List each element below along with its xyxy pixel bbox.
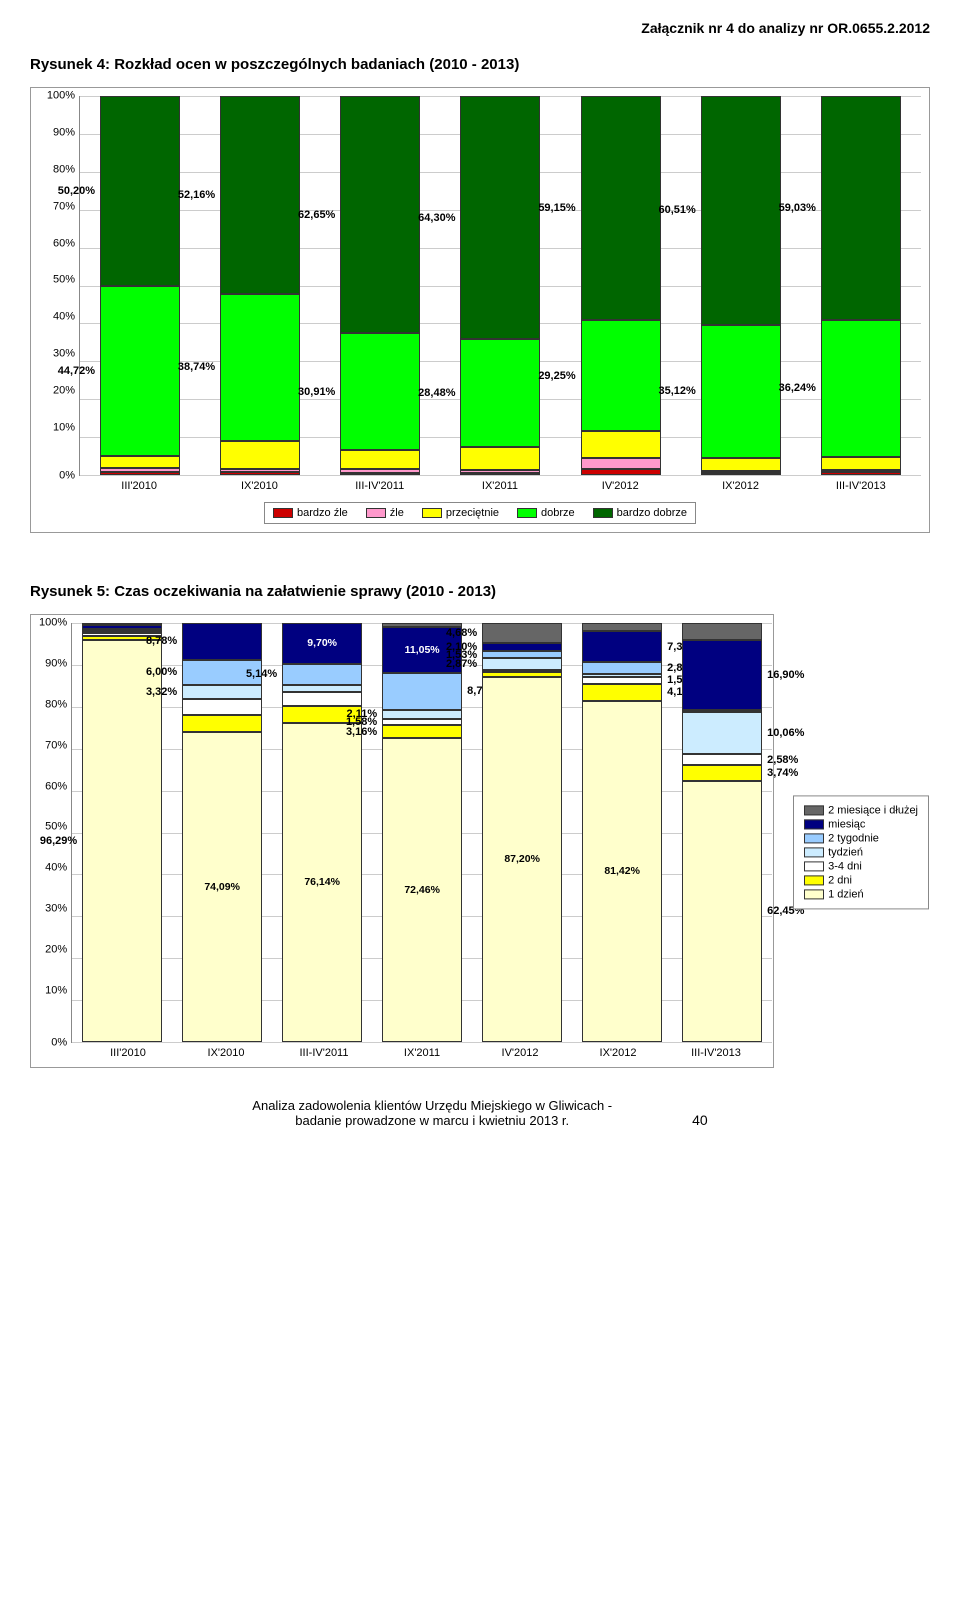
chart2-xaxis: III'2010IX'2010III-IV'2011IX'2011IV'2012… (79, 1043, 765, 1059)
chart1: 100%90%80%70%60%50%40%30%20%10%0% 44,72%… (30, 87, 930, 533)
chart2-bars: 96,29%74,09%3,32%6,00%8,78%76,14%5,14%9,… (71, 623, 772, 1043)
chart2: 100%90%80%70%60%50%40%30%20%10%0% 96,29%… (30, 614, 774, 1068)
footer: Analiza zadowolenia klientów Urzędu Miej… (30, 1098, 930, 1128)
chart2-yaxis: 100%90%80%70%60%50%40%30%20%10%0% (39, 623, 71, 1043)
chart1-bars: 44,72%50,20%38,74%52,16%30,91%62,65%28,4… (79, 96, 921, 476)
chart1-yaxis: 100%90%80%70%60%50%40%30%20%10%0% (39, 96, 79, 476)
chart1-xaxis: III'2010IX'2010III-IV'2011IX'2011IV'2012… (79, 476, 921, 492)
footer-line2: badanie prowadzone w marcu i kwietniu 20… (295, 1113, 569, 1128)
chart2-title: Rysunek 5: Czas oczekiwania na załatwien… (30, 583, 930, 600)
attachment-header: Załącznik nr 4 do analizy nr OR.0655.2.2… (30, 20, 930, 36)
chart2-legend: 2 miesiące i dłużejmiesiąc2 tygodnietydz… (793, 795, 929, 909)
chart1-legend: bardzo źleźleprzeciętniedobrzebardzo dob… (264, 502, 696, 524)
chart1-title: Rysunek 4: Rozkład ocen w poszczególnych… (30, 56, 930, 73)
footer-line1: Analiza zadowolenia klientów Urzędu Miej… (252, 1098, 612, 1113)
page-number: 40 (692, 1112, 708, 1128)
